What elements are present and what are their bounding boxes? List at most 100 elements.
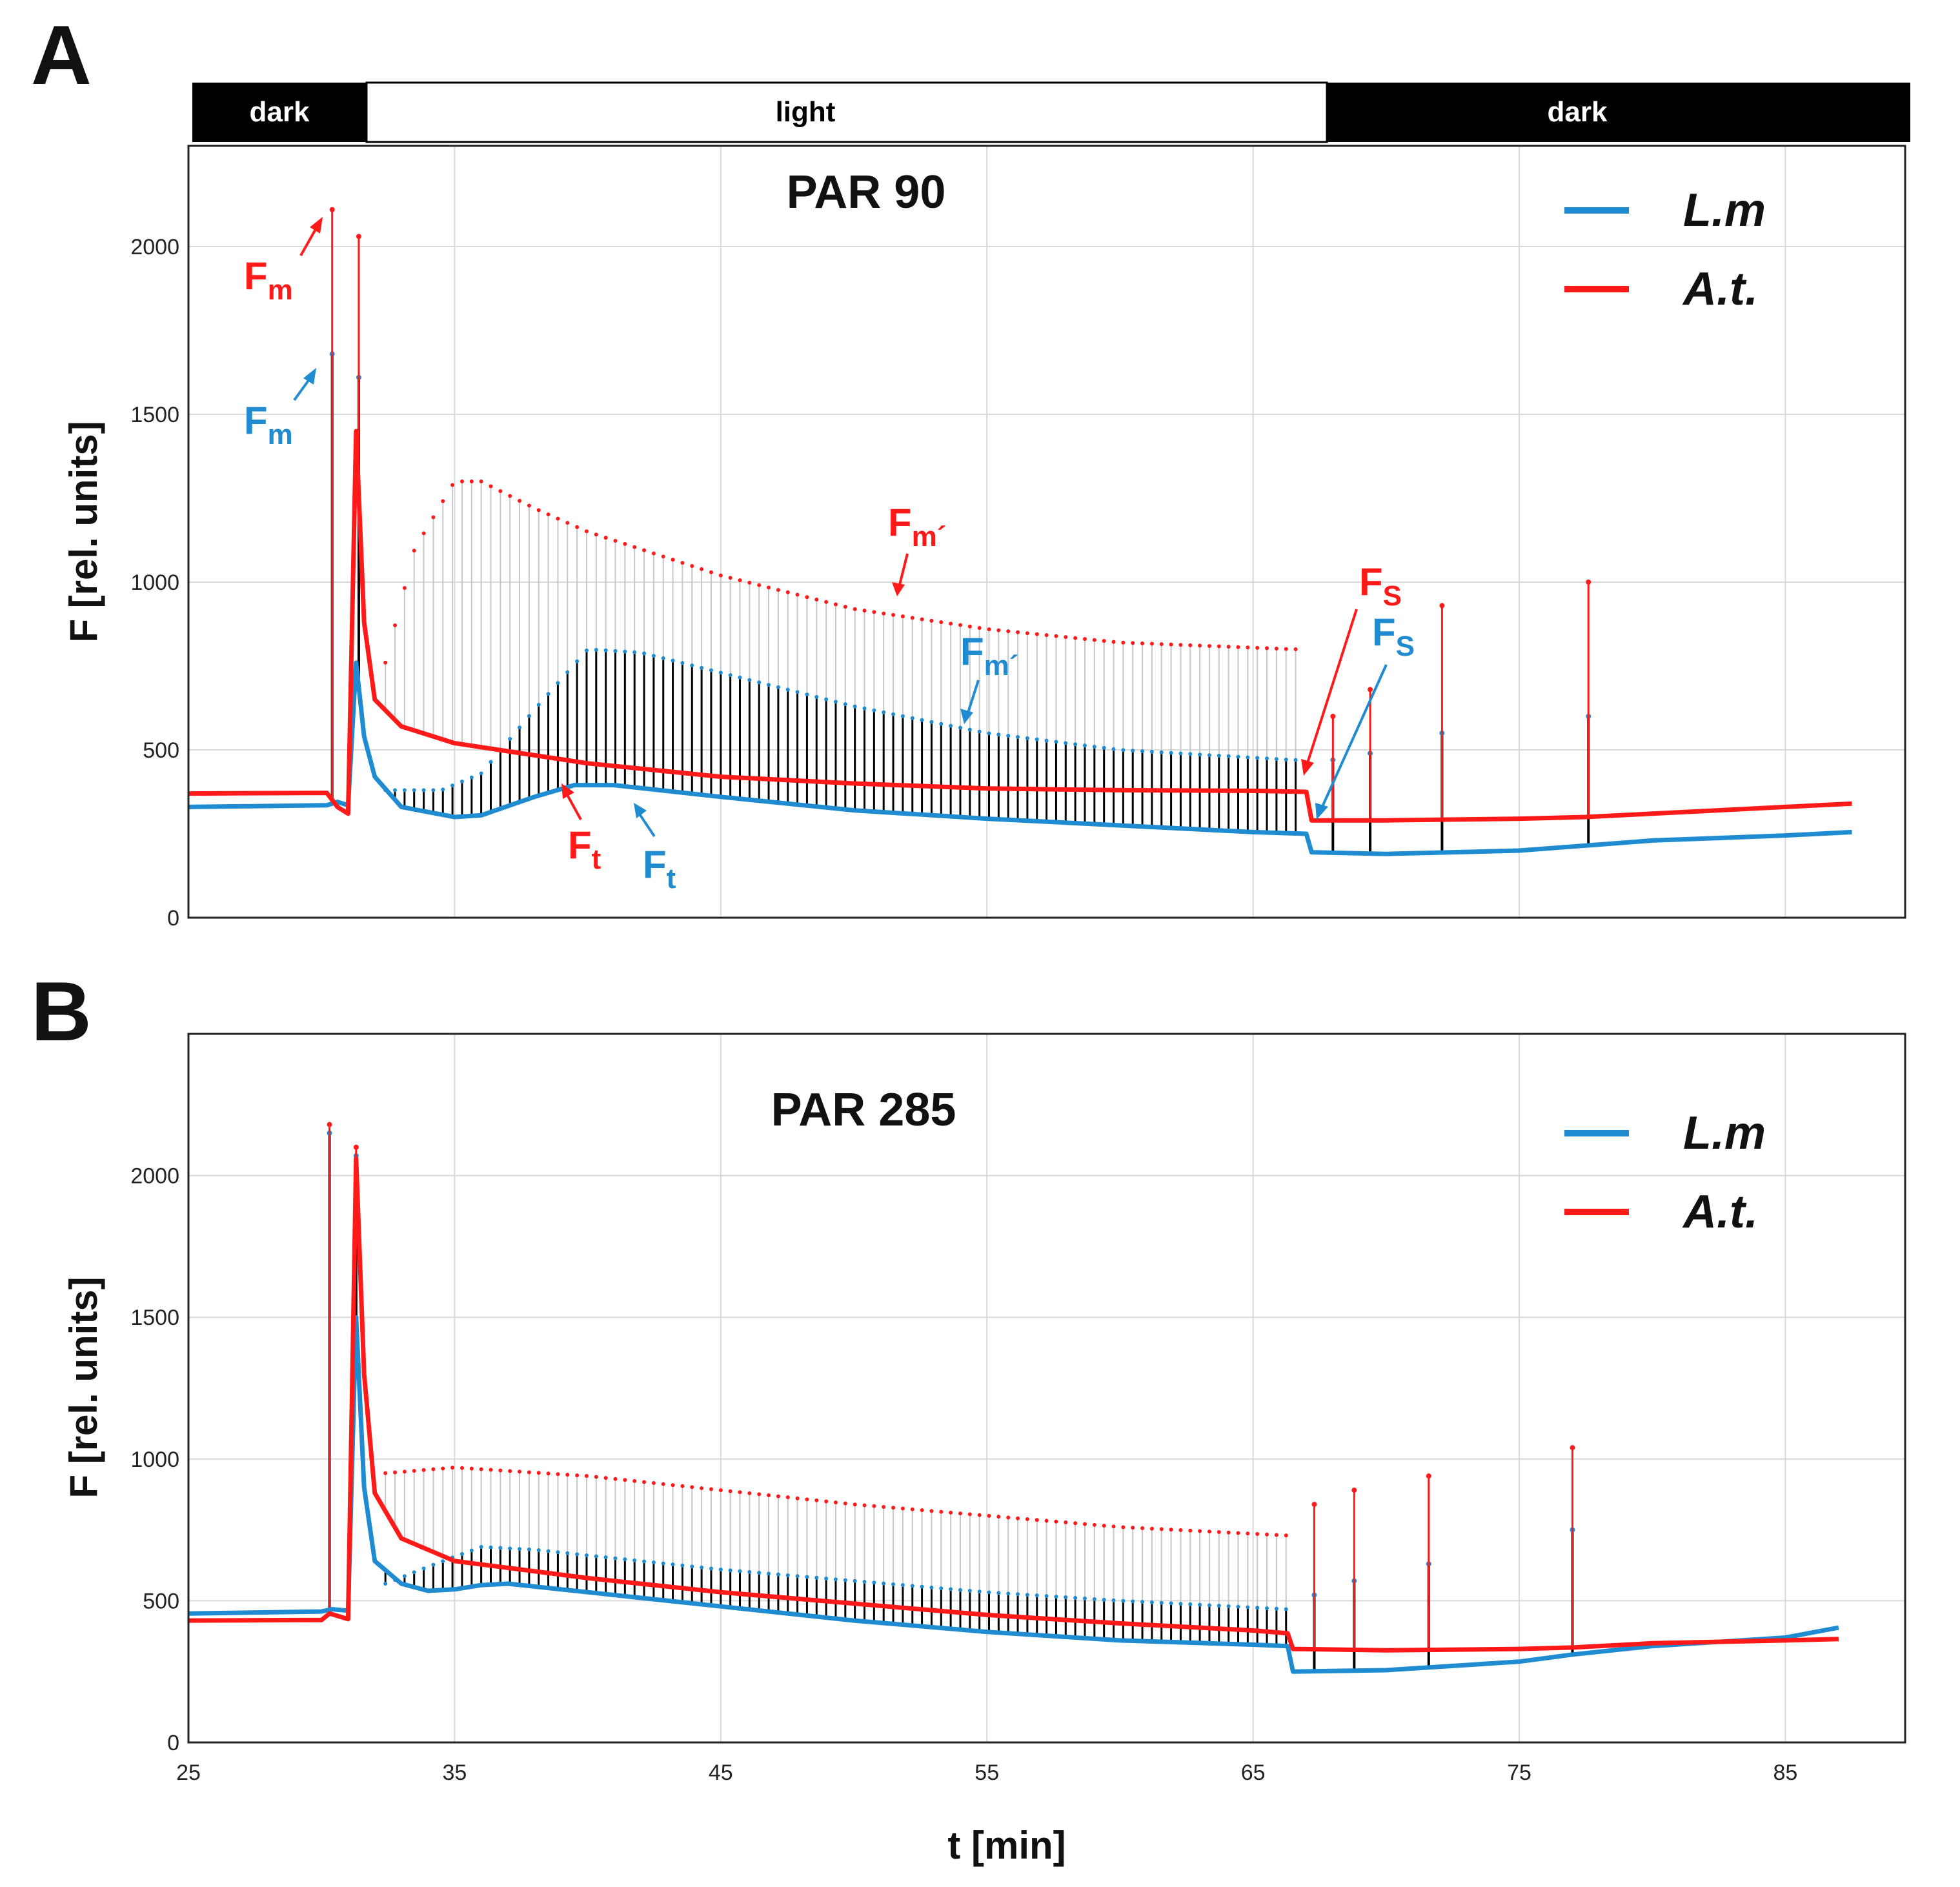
fm-prime-point-at (690, 1485, 694, 1489)
fm-prime-point-lm (1016, 1592, 1020, 1597)
fm-prime-point-lm (460, 779, 464, 783)
fm-prime-point-lm (872, 708, 876, 712)
fm-prime-point-at (1169, 1528, 1173, 1532)
fm-prime-point-at (920, 617, 924, 621)
panel-b-title: PAR 285 (771, 1084, 956, 1136)
fm-prime-point-lm (920, 1584, 924, 1589)
fm-prime-point-lm (1044, 1594, 1049, 1599)
svg-text:Fm´: Fm´ (960, 630, 1018, 681)
annotation-arrowhead (960, 709, 973, 724)
fm-prime-point-at (967, 624, 972, 629)
fm-prime-point-lm (1140, 1600, 1145, 1604)
fm-prime-point-at (1159, 642, 1164, 647)
fm-prime-point-lm (603, 1555, 608, 1560)
fm-prime-point-at (431, 1467, 436, 1471)
fm-prime-point-lm (460, 1552, 464, 1557)
fm-prime-point-at (1025, 1517, 1029, 1521)
fm-prime-point-lm (613, 649, 618, 653)
fm-prime-point-at (623, 1478, 627, 1482)
fm-prime-point-lm (1255, 1606, 1260, 1610)
fm-prime-point-at (1178, 1528, 1183, 1532)
fm-prime-point-lm (469, 775, 474, 780)
fm-prime-point-at (1006, 629, 1011, 634)
fm-prime-point-at (651, 1481, 656, 1486)
fm-prime-point-lm (680, 661, 685, 665)
annotation-fmprime-at-sub: m´ (912, 521, 947, 552)
fm-prime-point-at (498, 489, 503, 493)
fm-prime-point-at (862, 609, 867, 613)
annotation-fmprime-lm-sub: m´ (984, 650, 1019, 681)
fm-prime-point-at (1236, 1531, 1240, 1535)
fm-prime-point-at (518, 498, 522, 503)
annotation-arrow (1306, 609, 1358, 763)
fm-prime-point-at (469, 1466, 474, 1471)
fm-prime-point-lm (1159, 1600, 1164, 1605)
fm-prime-point-at (977, 1513, 982, 1517)
fm-prime-point-lm (900, 714, 905, 718)
fm-prime-point-at (882, 1505, 886, 1509)
fm-prime-point-lm (920, 718, 924, 722)
fm-prime-point-lm (987, 731, 991, 736)
fm-prime-point-lm (603, 648, 608, 652)
fm-prime-point-at (1064, 635, 1068, 640)
fm-prime-point-lm (1246, 1605, 1250, 1610)
fm-prime-point-lm (536, 703, 541, 707)
fm-prime-point-at (785, 1495, 790, 1500)
fm-prime-point-lm (700, 1565, 704, 1569)
fm-prime-point-at (853, 607, 857, 611)
fm-prime-point-lm (1025, 1593, 1029, 1597)
svg-text:Fm: Fm (244, 399, 293, 450)
fm-prime-point-at (920, 1508, 924, 1513)
fm-prime-point-lm (785, 687, 790, 692)
chart-panel-b: 0 500 1000 1500 2000 25 35 45 55 65 75 85 PAR 285 F… (62, 1033, 1906, 1867)
fm-prime-point-lm (661, 656, 665, 660)
fm-prime-point-at (508, 494, 512, 498)
fm-prime-point-at (949, 621, 953, 626)
fm-prime-point-at (1246, 1531, 1250, 1536)
fm-prime-point-lm (1082, 1596, 1087, 1600)
fm-prime-point-at (1188, 1528, 1193, 1533)
series-a (188, 429, 1852, 856)
fm-prime-point-lm (575, 1552, 580, 1557)
fm-prime-point-at (584, 529, 589, 534)
fm-prime-point-lm (1178, 751, 1183, 756)
y-tick-label: 2000 (130, 1164, 179, 1189)
fm-prime-point-lm (939, 1586, 944, 1591)
phase-label-dark-2: dark (1548, 96, 1608, 128)
fm-prime-point-at (575, 525, 580, 529)
fm-prime-point-lm (1064, 1595, 1068, 1600)
svg-text:FS: FS (1372, 610, 1415, 662)
pulse-peak-at (353, 1144, 359, 1150)
fm-prime-point-lm (623, 1557, 627, 1562)
annotation-arrow (638, 812, 656, 838)
fm-prime-point-lm (1054, 1595, 1058, 1599)
x-tick-label: 55 (975, 1761, 999, 1785)
fm-prime-point-lm (900, 1583, 905, 1588)
fm-prime-point-at (1054, 1519, 1058, 1524)
fm-prime-point-at (958, 623, 962, 627)
annotation-fs-at-base: F (1359, 560, 1383, 603)
fm-prime-point-lm (1293, 758, 1298, 762)
x-tick-label: 45 (709, 1761, 733, 1785)
fm-prime-point-lm (929, 1585, 934, 1589)
fm-prime-point-lm (441, 1559, 445, 1564)
fm-prime-point-at (814, 1498, 819, 1502)
annotation-fs-at: FS (1301, 560, 1402, 776)
fm-prime-point-at (1035, 1518, 1039, 1522)
annotation-fs-at-sub: S (1383, 580, 1402, 612)
fm-prime-point-lm (1265, 1606, 1269, 1610)
series-line-at (188, 429, 1852, 823)
annotation-ft-lm-base: F (643, 843, 667, 886)
fm-prime-point-at (1131, 1526, 1135, 1530)
annotation-fm-at-base: F (244, 254, 268, 298)
fm-prime-point-lm (469, 1548, 474, 1553)
annotation-arrow (967, 680, 980, 713)
fm-prime-point-at (489, 1468, 493, 1472)
fm-prime-point-lm (862, 706, 867, 711)
fm-prime-point-at (1284, 1533, 1288, 1538)
legend-a: L.m A.t. (1564, 185, 1766, 315)
fm-prime-point-lm (747, 1569, 752, 1574)
y-tick-label: 1000 (130, 570, 179, 595)
annotation-arrow (565, 793, 582, 820)
fm-prime-point-at (728, 1489, 732, 1493)
